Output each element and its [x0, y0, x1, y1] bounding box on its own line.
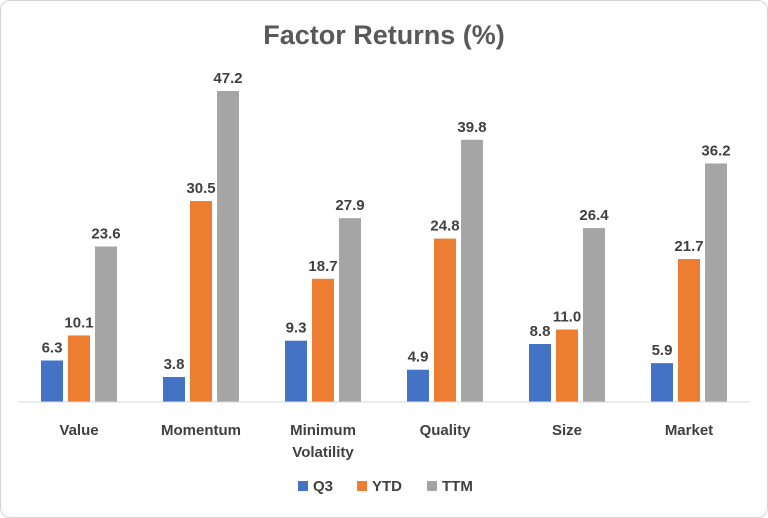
data-label: 3.8 [164, 356, 185, 373]
legend: Q3 YTD TTM [298, 478, 473, 495]
data-label: 26.4 [579, 207, 609, 224]
bar-q3-0 [41, 360, 63, 402]
bar-ytd-4 [556, 329, 578, 402]
data-label: 5.9 [652, 342, 673, 359]
data-label: 47.2 [213, 70, 242, 87]
bar-q3-3 [407, 369, 429, 402]
legend-label-ytd: YTD [372, 478, 402, 495]
legend-swatch-q3 [298, 481, 308, 491]
legend-swatch-ytd [357, 481, 367, 491]
data-label: 24.8 [430, 218, 459, 235]
data-label: 11.0 [553, 309, 581, 326]
bar-ttm-4 [583, 228, 605, 402]
bar-ttm-2 [339, 218, 361, 402]
data-label: 30.5 [186, 180, 215, 197]
data-label: 10.1 [64, 314, 93, 331]
category-label: Market [665, 422, 713, 439]
bar-ytd-1 [190, 201, 212, 402]
bar-q3-2 [285, 340, 307, 402]
bar-ytd-3 [434, 238, 456, 402]
category-label: Minimum [290, 422, 356, 439]
data-label: 23.6 [91, 226, 120, 243]
category-labels: Value Momentum Minimum Volatility Quality Siz… [59, 422, 713, 461]
data-label: 6.3 [42, 339, 63, 356]
data-label: 21.7 [674, 238, 703, 255]
category-label: Quality [420, 422, 472, 439]
bar-ttm-0 [95, 246, 117, 402]
data-label: 36.2 [701, 142, 730, 159]
data-label: 4.9 [408, 349, 429, 366]
bar-q3-5 [651, 363, 673, 402]
category-label: Momentum [161, 422, 241, 439]
chart-title: Factor Returns (%) [263, 20, 505, 50]
bar-layer: 6.310.1 23.6 3.8 30.5 47.2 9.3 18.7 27.9 4.9 24.8… [41, 70, 731, 402]
category-label: Value [59, 422, 98, 439]
legend-label-q3: Q3 [313, 478, 333, 495]
bar-ttm-3 [461, 139, 483, 402]
bar-ytd-5 [678, 259, 700, 402]
data-label: 27.9 [335, 197, 364, 214]
data-label: 9.3 [286, 320, 307, 337]
bar-q3-1 [163, 376, 185, 402]
category-label: Size [552, 422, 582, 439]
legend-swatch-ttm [427, 481, 437, 491]
bar-ttm-5 [705, 163, 727, 402]
bar-ytd-0 [68, 335, 90, 402]
data-label: 18.7 [308, 258, 337, 275]
data-label: 8.8 [530, 323, 551, 340]
bar-ttm-1 [217, 91, 239, 402]
legend-label-ttm: TTM [442, 478, 473, 495]
bar-ytd-2 [312, 278, 334, 402]
data-label: 39.8 [457, 119, 486, 136]
bar-q3-4 [529, 344, 551, 402]
category-label: Volatility [292, 444, 354, 461]
